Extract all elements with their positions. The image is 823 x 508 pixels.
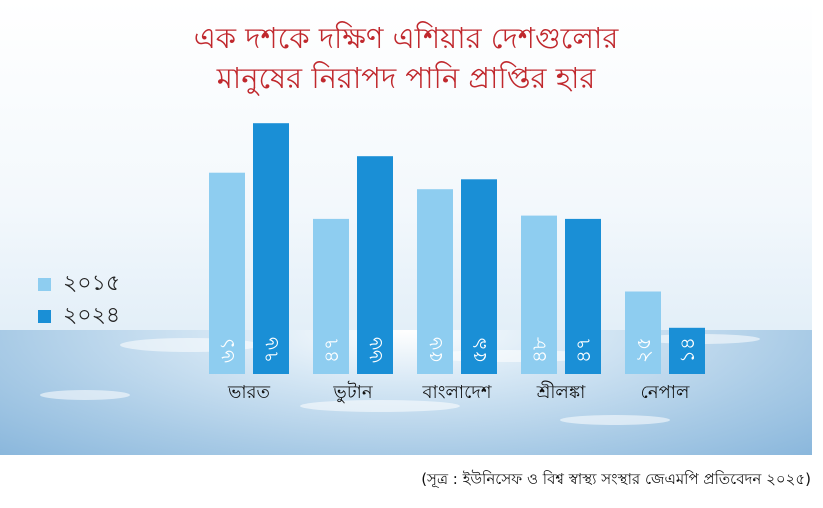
bar-2024-2 xyxy=(461,179,497,374)
bar-2024-3 xyxy=(565,218,601,374)
legend-label-2024: ২০২৪ xyxy=(63,302,121,328)
chart-title: এক দশকে দক্ষিণ এশিয়ার দেশগুলোর মানুষের … xyxy=(0,18,812,98)
bar-2015-2 xyxy=(417,189,453,374)
bar-2015-1 xyxy=(313,218,349,374)
data-label-2024-3: ৪৭ xyxy=(571,337,595,363)
chart-title-line-2: মানুষের নিরাপদ পানি প্রাপ্তির হার xyxy=(216,61,596,95)
bar-2024-4 xyxy=(669,327,705,374)
legend-item-2024: ২০২৪ xyxy=(38,300,120,332)
data-label-2024-1: ৬৬ xyxy=(363,337,387,363)
category-label-0: ভারত xyxy=(227,382,271,403)
data-label-2015-2: ৫৬ xyxy=(423,337,447,363)
data-label-2015-0: ৬১ xyxy=(215,337,239,363)
legend-swatch-2015 xyxy=(38,277,51,291)
data-label-2024-2: ৫৯ xyxy=(467,337,491,363)
data-label-2015-4: ২৫ xyxy=(631,337,655,363)
category-label-1: ভুটান xyxy=(332,381,372,403)
data-label-2024-4: ১৪ xyxy=(675,337,699,363)
data-label-2015-1: ৪৭ xyxy=(319,337,343,363)
bar-2024-1 xyxy=(357,156,393,374)
category-label-2: বাংলাদেশ xyxy=(422,382,492,403)
bar-2015-0 xyxy=(209,172,245,374)
chart-title-line-1: এক দশকে দক্ষিণ এশিয়ার দেশগুলোর xyxy=(193,21,619,55)
legend-label-2015: ২০১৫ xyxy=(63,270,121,296)
legend-swatch-2024 xyxy=(38,309,51,323)
bar-2024-0 xyxy=(253,123,289,374)
legend-item-2015: ২০১৫ xyxy=(38,268,120,300)
bar-chart: ৬১ ৭৬ ভারত ৪৭ ৬৬ ভুটান ৫৬ ৫৯ বাংলাদেশ ৪৮ ৪৭ শ্রীলঙ্… xyxy=(209,123,705,403)
data-label-2024-0: ৭৬ xyxy=(259,337,283,363)
data-label-2015-3: ৪৮ xyxy=(527,337,551,363)
bar-2015-4 xyxy=(625,291,661,374)
category-label-3: শ্রীলঙ্কা xyxy=(536,381,586,403)
source-note: (সূত্র : ইউনিসেফ ও বিশ্ব স্বাস্থ্য সংস্থ… xyxy=(421,470,811,488)
legend: ২০১৫ ২০২৪ xyxy=(38,268,120,332)
bar-2015-3 xyxy=(521,215,557,374)
category-label-4: নেপাল xyxy=(641,382,690,403)
